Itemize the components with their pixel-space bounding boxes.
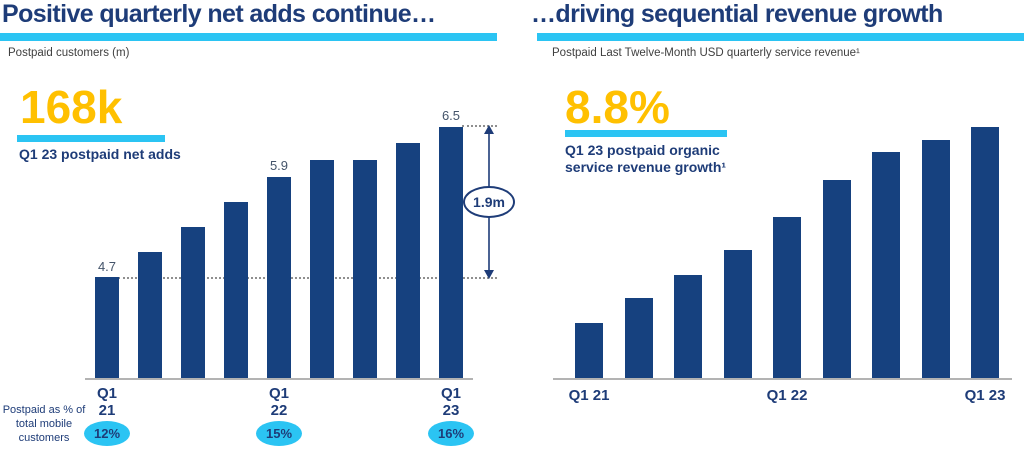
left-xtick-q121-year: 21 (98, 402, 116, 419)
right-xtick-q123: Q1 23 (964, 387, 1006, 404)
dotted-reference-line-high (462, 125, 497, 127)
right-chart-subtitle: Postpaid Last Twelve-Month USD quarterly… (552, 47, 860, 59)
bar-service-revenue-1 (624, 298, 653, 378)
bar-postpaid-customers-6 (353, 160, 377, 378)
pct-badge-q123: 16% (428, 421, 474, 446)
left-bar-chart (95, 127, 463, 378)
bar-service-revenue-2 (674, 275, 702, 378)
right-xtick-q121: Q1 21 (568, 387, 610, 404)
left-xtick-q122-year: 22 (270, 402, 288, 419)
growth-annotation-badge: 1.9m (463, 186, 515, 218)
bar-postpaid-customers-2 (181, 227, 205, 378)
data-label-q121: 4.7 (97, 259, 117, 274)
right-highlight-value: 8.8% (565, 81, 670, 133)
left-highlight-caption: Q1 23 postpaid net adds (19, 146, 181, 162)
left-xtick-q121: Q1 21 (85, 385, 129, 419)
right-xtick-q122: Q1 22 (766, 387, 808, 404)
left-xtick-q123-year: 23 (442, 402, 460, 419)
bar-service-revenue-0 (575, 323, 603, 378)
right-title-underline (537, 33, 1024, 41)
data-label-q122: 5.9 (269, 158, 289, 173)
bar-postpaid-customers-8 (439, 127, 463, 378)
bar-postpaid-customers-5 (310, 160, 334, 378)
left-chart-title: Positive quarterly net adds continue… (2, 0, 436, 28)
left-highlight-value: 168k (20, 81, 123, 133)
left-xtick-q122-quarter: Q1 (268, 385, 289, 402)
bar-service-revenue-7 (921, 140, 950, 378)
left-xtick-q121-quarter: Q1 (96, 385, 117, 402)
left-xtick-q122: Q1 22 (257, 385, 301, 419)
pct-badge-q122: 15% (256, 421, 302, 446)
right-highlight-caption: Q1 23 postpaid organic service revenue g… (565, 142, 727, 175)
left-xtick-q123: Q1 23 (429, 385, 473, 419)
bar-postpaid-customers-3 (224, 202, 248, 378)
bar-service-revenue-6 (872, 152, 900, 378)
bar-postpaid-customers-1 (138, 252, 162, 378)
pct-badge-q121: 12% (84, 421, 130, 446)
pct-row-label: Postpaid as % of total mobile customers (2, 404, 86, 444)
bar-postpaid-customers-7 (396, 143, 420, 378)
bar-postpaid-customers-0 (95, 277, 119, 378)
right-bar-chart (575, 127, 999, 378)
bar-service-revenue-4 (773, 217, 801, 378)
left-x-axis (85, 378, 473, 380)
left-title-underline (0, 33, 497, 41)
right-highlight-underline (565, 130, 727, 137)
bar-service-revenue-3 (723, 250, 752, 378)
dotted-reference-line-low (118, 277, 497, 279)
bar-service-revenue-5 (822, 180, 851, 378)
data-label-q123: 6.5 (441, 108, 461, 123)
left-highlight-underline (17, 135, 165, 142)
right-chart-title: …driving sequential revenue growth (531, 0, 943, 28)
bar-service-revenue-8 (971, 127, 999, 378)
bar-postpaid-customers-4 (267, 177, 291, 378)
left-chart-subtitle: Postpaid customers (m) (8, 47, 130, 59)
left-xtick-q123-quarter: Q1 (440, 385, 461, 402)
right-x-axis (553, 378, 1012, 380)
